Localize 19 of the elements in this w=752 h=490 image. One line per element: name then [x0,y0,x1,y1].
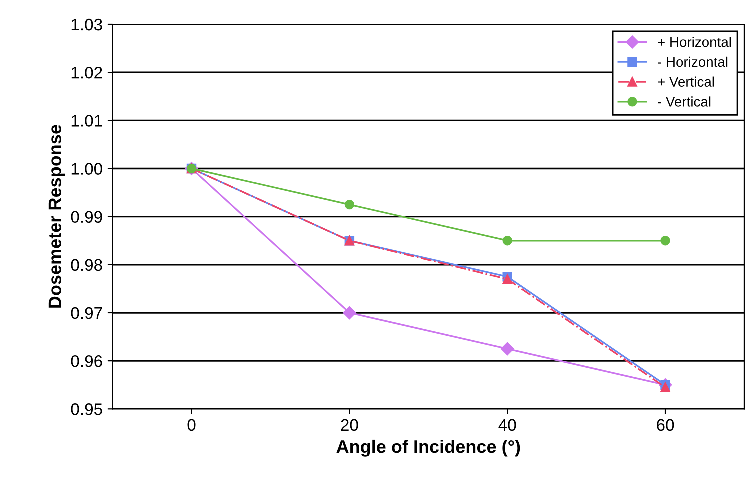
x-tick-label: 60 [657,419,674,432]
legend-label: + Horizontal [658,37,732,48]
y-tick-label: 0.95 [71,404,102,416]
x-tick-label: 40 [498,419,516,432]
legend-label: - Horizontal [658,56,728,68]
legend-label: + Vertical [658,76,714,87]
x-tick-label: 20 [341,419,358,432]
y-tick-label: 1.01 [72,115,102,127]
x-axis-title: Angle of Incidence (°) [336,440,520,457]
y-axis-title: Dosemeter Response [48,125,66,308]
y-tick-label: 0.96 [71,355,102,368]
legend-label: - Vertical [658,96,711,107]
x-tick-label: 0 [188,419,196,432]
y-tick-label: 0.98 [71,259,102,272]
y-tick-label: 1.02 [72,66,102,79]
y-tick-label: 0.99 [71,211,102,224]
y-tick-label: 1.00 [72,163,102,175]
y-tick-label: 0.97 [71,307,102,320]
y-tick-label: 1.03 [72,18,102,31]
